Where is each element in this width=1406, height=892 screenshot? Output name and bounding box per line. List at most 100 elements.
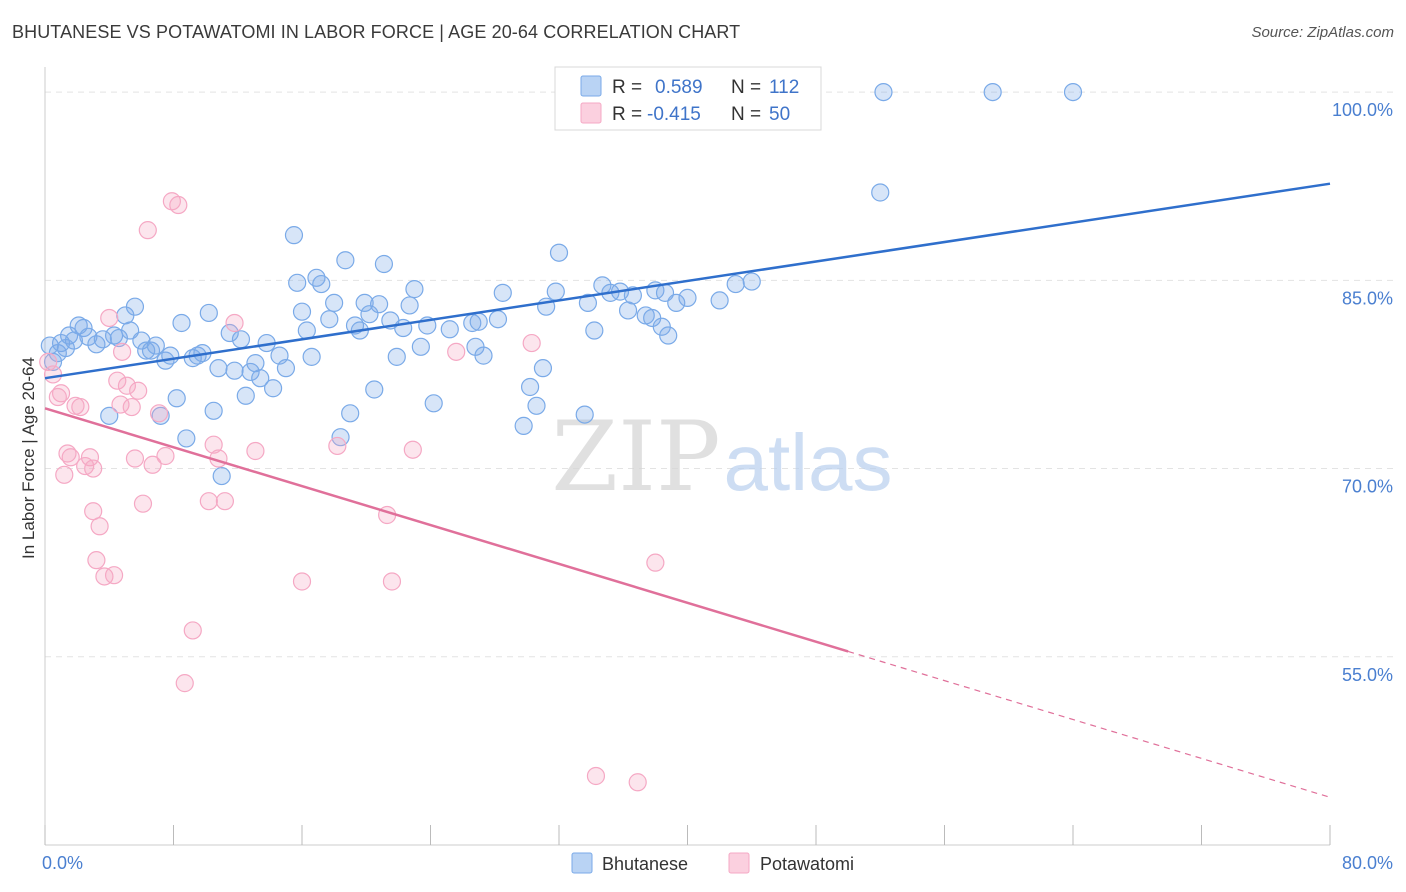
bhutanese-point xyxy=(125,297,145,316)
axes: 100.0% 85.0% 70.0% 55.0% 0.0% 80.0% xyxy=(42,67,1393,873)
potawatomi-point xyxy=(122,397,141,417)
data-points xyxy=(39,82,1083,792)
bhutanese-point xyxy=(312,274,331,294)
potawatomi-point xyxy=(112,342,132,361)
bhutanese-point xyxy=(43,352,63,371)
bhutanese-point xyxy=(276,359,296,378)
potawatomi-point xyxy=(90,517,109,536)
bhutanese-point xyxy=(405,280,424,299)
watermark-zip: ZIP xyxy=(551,401,720,513)
bhutanese-point xyxy=(874,82,893,102)
bhutanese-point xyxy=(871,183,890,202)
potawatomi-point xyxy=(61,448,80,467)
bhutanese-point xyxy=(288,273,307,292)
bhutanese-point xyxy=(236,386,255,405)
potawatomi-point xyxy=(55,465,74,484)
bottom-legend-swatch-potawatomi xyxy=(728,852,750,874)
bhutanese-point xyxy=(146,336,165,355)
potawatomi-point xyxy=(183,621,202,640)
y-tick-label: 55.0% xyxy=(1342,665,1393,685)
legend-n-value-bhutanese: 112 xyxy=(769,77,799,98)
potawatomi-point xyxy=(646,553,665,572)
potawatomi-point xyxy=(447,342,466,361)
bhutanese-point xyxy=(177,429,196,448)
bhutanese-point xyxy=(161,346,180,365)
bhutanese-point xyxy=(355,293,374,313)
legend-n-value-potawatomi: 50 xyxy=(769,104,790,125)
bhutanese-point xyxy=(667,293,686,313)
bhutanese-point xyxy=(204,401,223,420)
bhutanese-point xyxy=(251,369,270,388)
bhutanese-point xyxy=(623,286,642,305)
potawatomi-point xyxy=(175,674,194,693)
bhutanese-point xyxy=(93,330,112,349)
watermark: ZIP atlas xyxy=(551,401,892,513)
bhutanese-point xyxy=(292,302,312,321)
bottom-legend-swatch-bhutanese xyxy=(571,852,593,874)
potawatomi-point xyxy=(84,502,103,521)
potawatomi-point xyxy=(149,404,169,423)
legend-n-label-bhutanese: N = xyxy=(731,77,761,98)
potawatomi-point xyxy=(199,492,218,511)
potawatomi-point xyxy=(80,448,100,467)
bhutanese-point xyxy=(172,313,191,333)
bhutanese-point xyxy=(141,341,161,360)
bhutanese-point xyxy=(411,337,430,356)
potawatomi-point xyxy=(169,195,188,215)
legend-r-label-potawatomi: R = xyxy=(612,104,642,125)
potawatomi-point xyxy=(117,376,137,395)
potawatomi-point xyxy=(125,449,145,468)
potawatomi-point xyxy=(111,395,130,414)
x-tick-label: 80.0% xyxy=(1342,853,1393,873)
potawatomi-point xyxy=(586,766,606,786)
bhutanese-point xyxy=(246,354,265,373)
bhutanese-point xyxy=(241,362,260,382)
bhutanese-point xyxy=(74,318,93,338)
potawatomi-point xyxy=(143,455,162,474)
bhutanese-point xyxy=(983,82,1002,102)
bhutanese-point xyxy=(137,341,156,360)
potawatomi-point xyxy=(382,572,402,591)
bhutanese-point xyxy=(726,274,745,294)
potawatomi-point xyxy=(104,566,124,585)
bhutanese-point xyxy=(493,283,512,302)
bhutanese-point xyxy=(263,379,283,398)
y-tick-label: 85.0% xyxy=(1342,288,1393,308)
bhutanese-point xyxy=(1063,82,1083,102)
bhutanese-trend-line xyxy=(44,182,1331,380)
bhutanese-point xyxy=(231,330,251,349)
potawatomi-point xyxy=(156,446,175,466)
bhutanese-point xyxy=(488,310,508,329)
potawatomi-point xyxy=(108,371,127,390)
bhutanese-point xyxy=(374,254,394,274)
y-axis-title: In Labor Force | Age 20-64 xyxy=(19,357,38,559)
bhutanese-point xyxy=(325,293,344,313)
potawatomi-trend-line xyxy=(44,407,849,653)
bhutanese-point xyxy=(520,377,540,397)
legend-r-label-bhutanese: R = xyxy=(612,77,642,98)
bhutanese-point xyxy=(533,359,553,378)
potawatomi-point xyxy=(129,381,148,400)
bhutanese-point xyxy=(336,251,355,270)
potawatomi-point xyxy=(328,436,347,456)
bhutanese-point xyxy=(370,295,389,314)
bhutanese-point xyxy=(209,359,228,378)
potawatomi-point xyxy=(292,572,312,591)
bhutanese-point xyxy=(440,320,459,339)
bhutanese-point xyxy=(284,226,304,245)
potawatomi-point xyxy=(225,313,244,333)
watermark-atlas: atlas xyxy=(724,418,893,507)
bhutanese-point xyxy=(678,288,697,307)
bhutanese-point xyxy=(199,303,218,323)
bhutanese-point xyxy=(320,310,339,329)
bhutanese-point xyxy=(527,396,546,415)
bhutanese-point xyxy=(575,405,594,424)
legend-swatch-bhutanese xyxy=(580,75,602,97)
bhutanese-point xyxy=(474,346,493,365)
bhutanese-point xyxy=(341,404,360,423)
potawatomi-point xyxy=(84,459,103,478)
bhutanese-point xyxy=(546,282,565,301)
trend-lines xyxy=(44,182,1331,798)
legend-swatch-potawatomi xyxy=(580,102,602,124)
